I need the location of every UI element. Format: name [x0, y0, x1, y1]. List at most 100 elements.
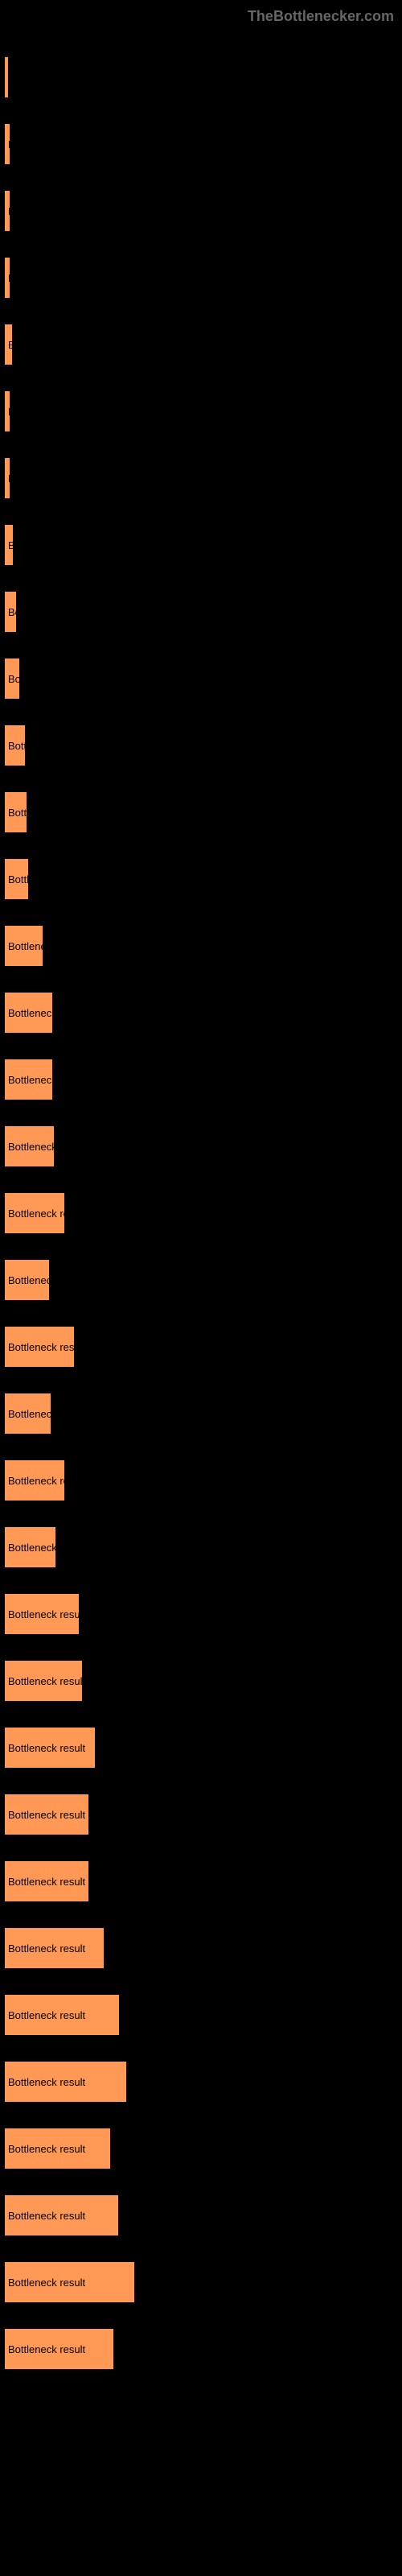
bar-label: Bottleneck result	[8, 205, 10, 217]
bar-label: Bottleneck result	[8, 940, 43, 952]
bar-label: Bottleneck result	[8, 740, 26, 752]
bar-label: Bottleneck result	[8, 2009, 85, 2021]
bar-row: Bottleneck result	[4, 1593, 398, 1635]
bar-row: Bottleneck result	[4, 1794, 398, 1835]
bar: Bottleneck result	[4, 1393, 51, 1435]
bar-label: Bottleneck result	[8, 2343, 85, 2355]
bar-row: Bottleneck result	[4, 858, 398, 900]
bar-row: Bottleneck result	[4, 2328, 398, 2370]
bar: Bottleneck result	[4, 1259, 50, 1301]
bar-label: Bottleneck result	[8, 539, 14, 551]
bar-row: Bottleneck result	[4, 1459, 398, 1501]
bar-row: Bottleneck result	[4, 724, 398, 766]
bar: Bottleneck result	[4, 1593, 80, 1635]
bar: Bottleneck result	[4, 2328, 114, 2370]
bar: Bottleneck result	[4, 1526, 56, 1568]
bar-row: Bottleneck result	[4, 2261, 398, 2303]
bar: Bottleneck result	[4, 2128, 111, 2169]
bar-row: Bottleneck result	[4, 190, 398, 232]
bar: Bottleneck result	[4, 658, 20, 700]
bar-label: Bottleneck result	[8, 1141, 55, 1153]
bar-row: Bottleneck result	[4, 925, 398, 967]
bar: Bottleneck result	[4, 1860, 89, 1902]
bar: Bottleneck result	[4, 457, 10, 499]
bar-row: Bottleneck result	[4, 390, 398, 432]
bar-row: Bottleneck result	[4, 591, 398, 633]
bar-label: Bottleneck result	[8, 873, 29, 886]
bar-label: Bottleneck result	[8, 1475, 65, 1487]
bar-row: Bottleneck result	[4, 56, 398, 98]
bar: Bottleneck result	[4, 2261, 135, 2303]
bar-label: Bottleneck result	[8, 1675, 83, 1687]
bar: Bottleneck result	[4, 591, 17, 633]
bar-row: Bottleneck result	[4, 1860, 398, 1902]
bar-label: Bottleneck result	[8, 2277, 85, 2289]
bar: Bottleneck result	[4, 1994, 120, 2036]
bar-label: Bottleneck result	[8, 473, 10, 485]
bar: Bottleneck result	[4, 724, 26, 766]
bar: Bottleneck result	[4, 1059, 53, 1100]
bar-label: Bottleneck result	[8, 2143, 85, 2155]
bar-chart: Bottleneck result Bottleneck result Bottle…	[0, 0, 402, 2370]
bar-row: Bottleneck result	[4, 1326, 398, 1368]
bar-row: Bottleneck result	[4, 2061, 398, 2103]
bar: Bottleneck result	[4, 1192, 65, 1234]
bar-row: Bottleneck result	[4, 524, 398, 566]
bar-row: Bottleneck result	[4, 791, 398, 833]
bar-row: Bottleneck result	[4, 1994, 398, 2036]
bar: Bottleneck result	[4, 190, 10, 232]
bar-row: Bottleneck result	[4, 257, 398, 299]
watermark: TheBottlenecker.com	[248, 8, 394, 25]
bar: Bottleneck result	[4, 925, 43, 967]
bar-label: Bottleneck result	[8, 1408, 51, 1420]
bar-row: Bottleneck result	[4, 2128, 398, 2169]
bar-row: Bottleneck result	[4, 1125, 398, 1167]
bar: Bottleneck result	[4, 524, 14, 566]
bar: Bottleneck result	[4, 791, 27, 833]
bar: Bottleneck result	[4, 992, 53, 1034]
bar-label: Bottleneck result	[8, 807, 27, 819]
bar-label: Bottleneck result	[8, 272, 10, 284]
bar: Bottleneck result	[4, 390, 10, 432]
bar-row: Bottleneck result	[4, 1393, 398, 1435]
bar-label: Bottleneck result	[8, 406, 10, 418]
bar-label: Bottleneck result	[8, 2210, 85, 2222]
bar-label: Bottleneck result	[8, 673, 20, 685]
bar-row: Bottleneck result	[4, 1059, 398, 1100]
bar: Bottleneck result	[4, 2061, 127, 2103]
bar-row: Bottleneck result	[4, 1192, 398, 1234]
bar-row: Bottleneck result	[4, 1927, 398, 1969]
bar-label: Bottleneck result	[8, 1876, 85, 1888]
bar: Bottleneck result	[4, 858, 29, 900]
bar-label: Bottleneck result	[8, 1007, 53, 1019]
bar-row: Bottleneck result	[4, 1727, 398, 1769]
bar-row: Bottleneck result	[4, 992, 398, 1034]
bar-row: Bottleneck result	[4, 1259, 398, 1301]
bar: Bottleneck result	[4, 1125, 55, 1167]
bar-label: Bottleneck result	[8, 1742, 85, 1754]
bar: Bottleneck result	[4, 1660, 83, 1702]
bar: Bottleneck result	[4, 324, 13, 365]
bar-row: Bottleneck result	[4, 123, 398, 165]
bar: Bottleneck result	[4, 1459, 65, 1501]
bar-label: Bottleneck result	[8, 1542, 56, 1554]
bar-label: Bottleneck result	[8, 1274, 50, 1286]
bar-label: Bottleneck result	[8, 1341, 75, 1353]
bar-label: Bottleneck result	[8, 1942, 85, 1955]
bar-label: Bottleneck result	[8, 1208, 65, 1220]
bar: Bottleneck result	[4, 1794, 89, 1835]
bar-label: Bottleneck result	[8, 1074, 53, 1086]
bar: Bottleneck result	[4, 1727, 96, 1769]
bar-label: Bottleneck result	[8, 138, 10, 151]
bar-label: Bottleneck result	[8, 2076, 85, 2088]
bar: Bottleneck result	[4, 123, 10, 165]
bar-row: Bottleneck result	[4, 1660, 398, 1702]
bar-label: Bottleneck result	[8, 606, 17, 618]
bar-row: Bottleneck result	[4, 1526, 398, 1568]
bar: Bottleneck result	[4, 56, 9, 98]
bar-row: Bottleneck result	[4, 2194, 398, 2236]
bar: Bottleneck result	[4, 1927, 105, 1969]
bar-row: Bottleneck result	[4, 457, 398, 499]
bar-label: Bottleneck result	[8, 1608, 80, 1620]
bar-row: Bottleneck result	[4, 324, 398, 365]
